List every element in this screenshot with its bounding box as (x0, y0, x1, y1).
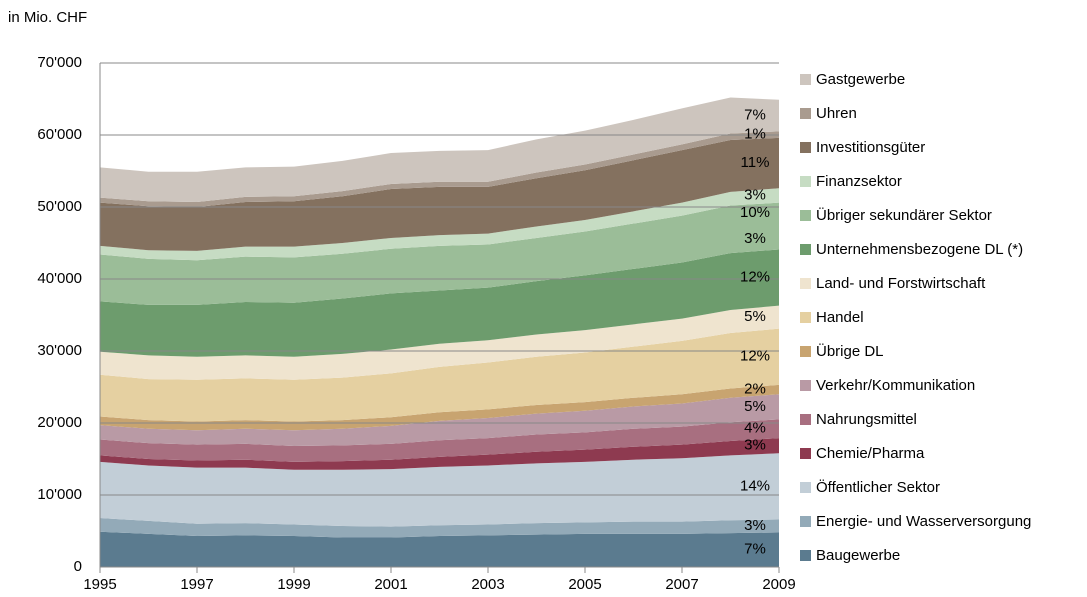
area (100, 131, 779, 207)
area (100, 97, 779, 202)
area (100, 394, 779, 447)
x-tick-label: 1997 (180, 576, 213, 593)
legend-swatch (800, 312, 811, 323)
share-label: 5% (744, 398, 766, 415)
legend-label: Übriger sekundärer Sektor (816, 206, 992, 224)
legend-label: Finanzsektor (816, 173, 902, 190)
legend-swatch (800, 550, 811, 561)
area (100, 188, 779, 261)
legend-label: Uhren (816, 105, 857, 122)
legend-swatch (800, 142, 811, 153)
y-tick-label: 20'000 (37, 414, 82, 431)
legend-label: Verkehr/Kommunikation (816, 377, 975, 394)
share-label: 11% (741, 154, 770, 171)
legend-swatch (800, 210, 811, 221)
legend-swatch (800, 108, 811, 119)
x-tick-label: 2001 (374, 576, 407, 593)
legend-label: Investitionsgüter (816, 139, 925, 156)
y-tick-label: 50'000 (37, 198, 82, 215)
x-tick-label: 2009 (762, 576, 795, 593)
legend-swatch (800, 278, 811, 289)
area (100, 328, 779, 422)
x-tick-label: 2003 (471, 576, 504, 593)
legend-label: Handel (816, 309, 864, 326)
share-label: 10% (740, 204, 770, 221)
legend-swatch (800, 482, 811, 493)
legend-swatch (800, 380, 811, 391)
share-label: 12% (740, 269, 770, 286)
legend-swatch (800, 176, 811, 187)
x-tick-label: 1995 (83, 576, 116, 593)
y-tick-label: 70'000 (37, 54, 82, 71)
area (100, 249, 779, 357)
legend-label: Öffentlicher Sektor (816, 478, 940, 496)
share-label: 5% (744, 308, 766, 325)
area (100, 453, 779, 527)
y-tick-label: 40'000 (37, 270, 82, 287)
y-tick-label: 10'000 (37, 486, 82, 503)
share-label: 14% (740, 477, 770, 494)
area (100, 305, 779, 380)
share-label: 7% (744, 541, 766, 558)
legend-swatch (800, 414, 811, 425)
legend-swatch (800, 448, 811, 459)
legend-label: Nahrungsmittel (816, 411, 917, 428)
area (100, 438, 779, 470)
y-tick-label: 60'000 (37, 126, 82, 143)
legend-label: Baugewerbe (816, 547, 900, 564)
share-label: 7% (744, 107, 766, 124)
area (100, 384, 779, 431)
area (100, 531, 779, 567)
legend-swatch (800, 74, 811, 85)
legend-label: Land- und Forstwirtschaft (816, 275, 986, 292)
share-label: 3% (744, 230, 766, 247)
x-tick-label: 2007 (665, 576, 698, 593)
share-label: 3% (744, 517, 766, 534)
x-tick-label: 1999 (277, 576, 310, 593)
share-label: 3% (744, 186, 766, 203)
legend-label: Übrige DL (816, 342, 884, 360)
share-label: 4% (744, 420, 766, 437)
share-label: 1% (744, 126, 766, 143)
share-label: 3% (744, 437, 766, 454)
area (100, 419, 779, 462)
legend-swatch (800, 244, 811, 255)
share-label: 2% (744, 380, 766, 397)
area (100, 137, 779, 251)
legend-label: Energie- und Wasserversorgung (816, 513, 1031, 530)
legend-swatch (800, 516, 811, 527)
legend-swatch (800, 346, 811, 357)
legend-label: Unternehmensbezogene DL (*) (816, 241, 1023, 258)
y-axis-title: in Mio. CHF (8, 9, 87, 26)
area (100, 518, 779, 538)
y-tick-label: 0 (74, 558, 82, 575)
legend-label: Chemie/Pharma (816, 445, 925, 462)
y-tick-label: 30'000 (37, 342, 82, 359)
legend-label: Gastgewerbe (816, 71, 905, 88)
x-tick-label: 2005 (568, 576, 601, 593)
share-label: 12% (740, 348, 770, 365)
